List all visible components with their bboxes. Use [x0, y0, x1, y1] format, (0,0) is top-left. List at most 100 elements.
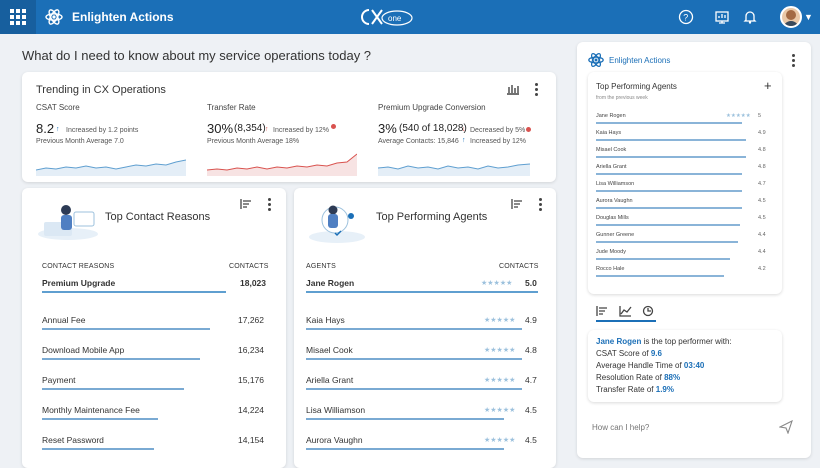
page-question: What do I need to know about my service …: [22, 48, 372, 63]
arrow-up-icon: ↑: [265, 126, 269, 133]
arrow-up-icon: ↑: [56, 126, 60, 133]
metric-subtext-2: Increased by 12%: [470, 138, 527, 145]
atom-icon: [588, 52, 604, 68]
alert-dot: [526, 127, 531, 132]
row-progress-bar: [42, 448, 154, 450]
table-row-value: 16,234: [238, 345, 264, 355]
svg-text:?: ?: [683, 13, 688, 23]
more-options-icon[interactable]: [535, 83, 539, 97]
add-icon[interactable]: +: [764, 78, 772, 93]
star-rating: ★★★★★: [484, 377, 516, 384]
table-row-value: 14,154: [238, 435, 264, 445]
list-bars-icon[interactable]: [511, 198, 523, 210]
star-rating: ★★★★★: [481, 280, 513, 287]
chat-input[interactable]: [592, 418, 768, 436]
summary-res-value: 88%: [664, 373, 681, 382]
side-agents-card: [588, 72, 782, 294]
column-header: CONTACTS: [499, 263, 539, 270]
summary-line-res: Resolution Rate of 88%: [596, 373, 680, 382]
star-rating: ★★★★★: [484, 317, 516, 324]
column-header: CONTACT REASONS: [42, 263, 115, 270]
row-progress-bar: [306, 358, 522, 360]
more-options-icon[interactable]: [268, 198, 272, 212]
table-row-label: Annual Fee: [42, 315, 86, 325]
app-title: Enlighten Actions: [72, 10, 174, 24]
row-progress-bar: [306, 291, 538, 293]
side-list-bar: [596, 190, 742, 192]
metric-value-extra: (8,354): [234, 123, 266, 134]
bar-chart-icon[interactable]: [506, 83, 520, 95]
row-progress-bar: [42, 328, 210, 330]
contact-reasons-title: Top Contact Reasons: [105, 211, 211, 223]
table-row-label: Lisa Williamson: [306, 405, 366, 415]
row-progress-bar: [42, 291, 226, 293]
side-list-value: 4.8: [758, 147, 766, 153]
chevron-down-icon[interactable]: ▼: [804, 12, 813, 22]
side-list-bar: [596, 258, 730, 260]
side-list-bar: [596, 241, 738, 243]
app-launcher-button[interactable]: [0, 0, 36, 34]
row-progress-bar: [306, 328, 522, 330]
more-options-icon[interactable]: [792, 54, 796, 68]
column-header: CONTACTS: [229, 263, 269, 270]
side-list-bar: [596, 224, 740, 226]
star-rating: ★★★★★: [484, 347, 516, 354]
row-progress-bar: [306, 418, 504, 420]
side-list-label: Misael Cook: [596, 147, 627, 153]
table-row-value: 4.8: [525, 345, 537, 355]
side-list-label: Gunner Greene: [596, 232, 635, 238]
star-rating: ★★★★★: [484, 437, 516, 444]
dashboard-icon[interactable]: [714, 9, 730, 25]
side-list-value: 4.5: [758, 215, 766, 221]
sparkline-chart: [378, 163, 530, 176]
metric-value: 8.2: [36, 121, 55, 136]
star-rating: ★★★★★: [726, 113, 751, 119]
metric-subtext: Previous Month Average 18%: [207, 138, 300, 145]
side-list-value: 4.4: [758, 249, 766, 255]
side-list-value: 4.5: [758, 198, 766, 204]
summary-line-1: Jane Rogen is the top performer with:: [596, 337, 732, 346]
more-options-icon[interactable]: [539, 198, 543, 212]
summary-transfer-value: 1.9%: [655, 385, 674, 394]
send-icon[interactable]: [779, 420, 793, 434]
sparkline-chart: [207, 153, 357, 176]
line-chart-icon[interactable]: [619, 305, 632, 317]
row-progress-bar: [42, 388, 184, 390]
summary-csat-label: CSAT Score of: [596, 349, 649, 358]
side-list-value: 4.4: [758, 232, 766, 238]
table-row-label: Download Mobile App: [42, 345, 125, 355]
list-bars-icon[interactable]: [240, 198, 252, 210]
summary-intro: is the top performer with:: [643, 337, 732, 346]
side-card-title: Top Performing Agents: [596, 82, 677, 91]
metric-change: Decreased by 5%: [470, 127, 526, 134]
side-list-bar: [596, 139, 746, 141]
avatar[interactable]: [780, 6, 802, 28]
side-list-value: 4.9: [758, 130, 766, 136]
row-progress-bar: [42, 418, 158, 420]
metric-label: CSAT Score: [36, 103, 80, 112]
metric-label: Transfer Rate: [207, 103, 256, 112]
side-list-bar: [596, 173, 742, 175]
summary-agent-name: Jane Rogen: [596, 337, 642, 346]
summary-line-csat: CSAT Score of 9.6: [596, 349, 662, 358]
table-row-value: 5.0: [525, 278, 537, 288]
summary-line-aht: Average Handle Time of 03:40: [596, 361, 704, 370]
side-list-value: 5: [758, 113, 762, 119]
arrow-up-icon: ↑: [462, 137, 466, 144]
table-row-value: 4.5: [525, 435, 537, 445]
summary-transfer-label: Transfer Rate of: [596, 385, 654, 394]
star-rating: ★★★★★: [484, 407, 516, 414]
help-icon[interactable]: ?: [678, 9, 694, 25]
bell-icon[interactable]: [742, 9, 758, 25]
summary-csat-value: 9.6: [650, 349, 662, 358]
summary-aht-value: 03:40: [683, 361, 705, 370]
side-list-label: Jude Moody: [596, 249, 626, 255]
table-row-label: Misael Cook: [306, 345, 353, 355]
side-list-label: Kaia Hays: [596, 130, 622, 136]
list-bars-icon[interactable]: [596, 305, 608, 317]
refresh-chart-icon[interactable]: [642, 305, 654, 317]
side-card-subtitle: from the previous week: [596, 95, 648, 101]
contact-person-illustration: [38, 205, 98, 240]
table-row-value: 15,176: [238, 375, 264, 385]
side-list-bar: [596, 207, 742, 209]
